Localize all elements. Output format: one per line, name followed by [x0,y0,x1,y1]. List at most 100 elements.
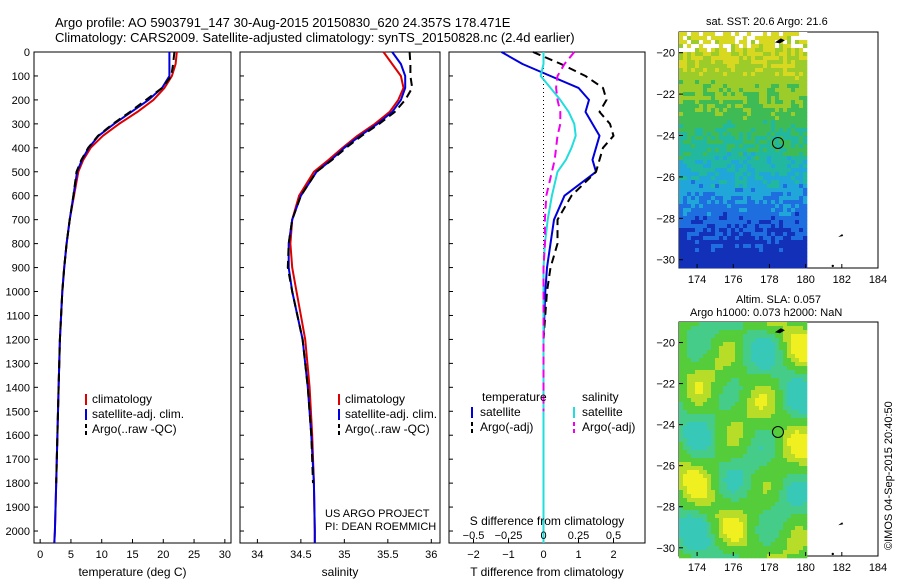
map-cell [727,486,732,491]
map-cell [727,124,732,129]
map-cell [679,530,684,535]
map-cell [703,530,708,535]
map-cell [755,334,760,339]
map-cell [759,236,764,241]
map-cell [695,534,700,539]
map-cell [767,52,772,57]
map-cell [791,326,796,331]
map-cell [763,240,768,245]
map-cell [763,128,768,133]
map-cell [767,128,772,133]
map-cell [679,326,684,331]
map-cell [795,184,800,189]
map-cell [755,378,760,383]
map-cell [771,438,776,443]
map-cell [699,418,704,423]
map-cell [715,338,720,343]
map-cell [739,228,744,233]
map-cell [687,144,692,149]
map-cell [699,526,704,531]
map-cell [787,546,792,551]
map-cell [679,128,684,133]
map-cell [735,330,740,335]
map-cell [711,80,716,85]
map-cell [679,124,684,129]
map-cell [711,354,716,359]
map-cell [767,554,772,559]
map-cell [695,220,700,225]
map-cell [743,342,748,347]
map-cell [723,546,728,551]
map-cell [695,374,700,379]
map-cell [759,478,764,483]
map-cell [783,366,788,371]
map-cell [715,184,720,189]
map-cell [799,96,804,101]
map-cell [711,426,716,431]
map-cell [703,362,708,367]
map-cell [727,196,732,201]
map-cell [803,128,808,133]
map-cell [803,466,808,471]
map-cell [763,36,768,41]
map-cell [715,482,720,487]
map-cell [791,68,796,73]
map-cell [679,152,684,157]
map-cell [703,180,708,185]
map-cell [759,454,764,459]
map-cell [799,136,804,141]
map-cell [795,370,800,375]
map-cell [747,526,752,531]
map-cell [747,358,752,363]
map-cell [743,546,748,551]
map-cell [779,402,784,407]
map-cell [707,204,712,209]
map-cell [775,418,780,423]
map-cell [707,184,712,189]
map-cell [755,474,760,479]
map-cell [735,358,740,363]
map-cell [791,152,796,157]
map-cell [747,362,752,367]
map-cell [731,184,736,189]
map-cell [803,236,808,241]
map-cell [691,44,696,49]
map-cell [719,80,724,85]
map-cell [727,184,732,189]
map-cell [775,232,780,237]
map-cell [743,426,748,431]
map-cell [727,450,732,455]
map-cell [751,84,756,89]
map-cell [719,554,724,559]
map-cell [775,526,780,531]
map-cell [791,180,796,185]
map-cell [787,422,792,427]
map-cell [719,542,724,547]
map-cell [719,470,724,475]
map-cell [803,36,808,41]
map-cell [747,216,752,221]
map-cell [707,342,712,347]
map-cell [687,252,692,257]
map-cell [711,438,716,443]
map-cell [787,72,792,77]
map-cell [723,108,728,113]
map-cell [691,406,696,411]
map-cell [703,140,708,145]
map-cell [731,394,736,399]
map-cell [707,64,712,69]
map-cell [787,100,792,105]
map-cell [695,370,700,375]
map-cell [683,410,688,415]
map-cell [735,72,740,77]
map-cell [783,220,788,225]
map-cell [703,522,708,527]
map-cell [687,542,692,547]
map-cell [783,510,788,515]
map-cell [763,382,768,387]
map-cell [699,542,704,547]
map-cell [771,550,776,555]
map-cell [767,80,772,85]
map-cell [731,128,736,133]
map-cell [787,172,792,177]
